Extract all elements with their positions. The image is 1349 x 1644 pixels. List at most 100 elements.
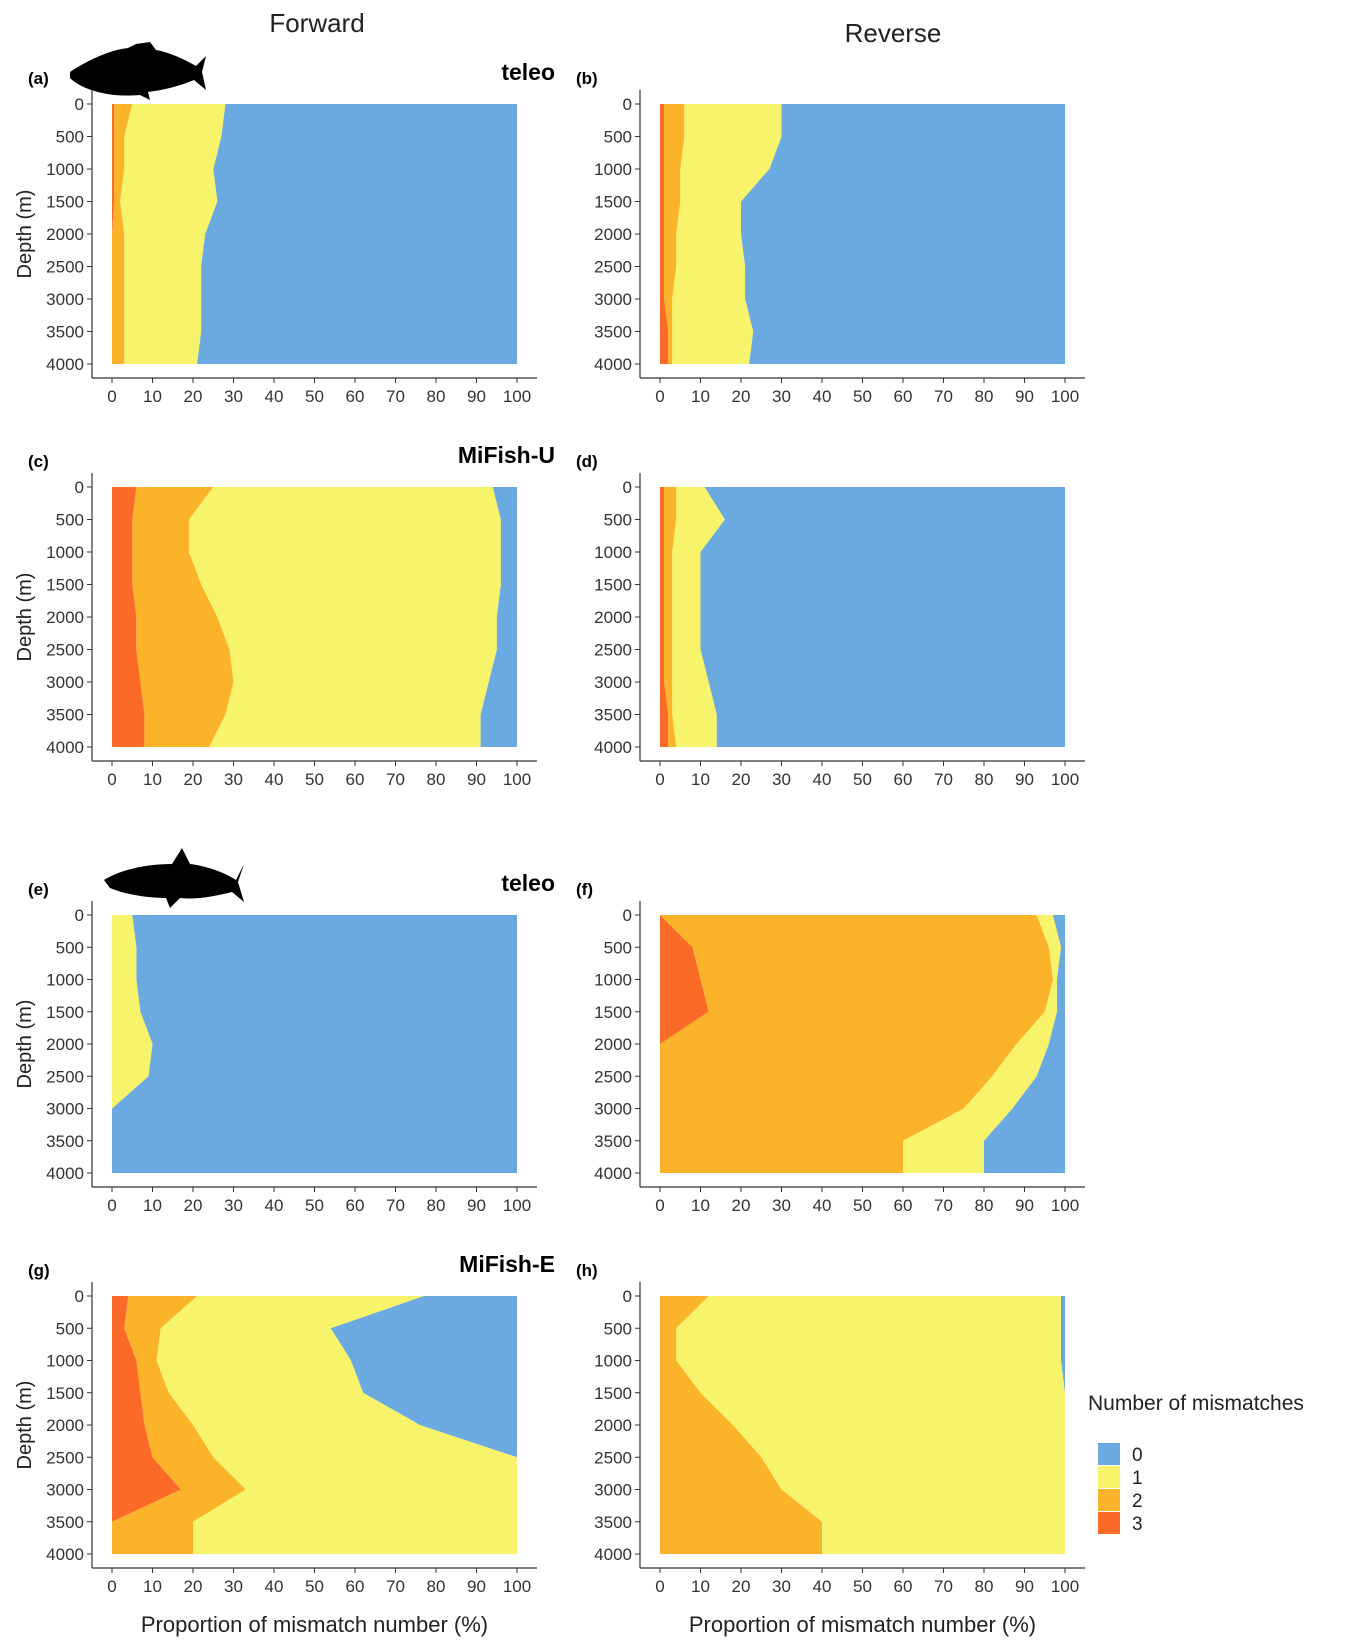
x-tick-label: 10 [143, 770, 162, 789]
legend-swatch [1098, 1512, 1120, 1534]
x-tick-label: 70 [934, 1196, 953, 1215]
y-tick-label: 2500 [594, 1448, 632, 1467]
legend-title: Number of mismatches [1088, 1392, 1304, 1415]
x-tick-label: 0 [107, 387, 116, 406]
y-tick-label: 3000 [594, 1481, 632, 1500]
panel-b: 0 500 1000 1500 2000 2500 3000 3500 4000 0 10 20 30 4… [576, 69, 1085, 406]
y-tick-label: 2500 [594, 258, 632, 277]
y-tick-label: 0 [623, 1287, 632, 1306]
x-tick-label: 40 [265, 1577, 284, 1596]
mismatch-2-area [112, 1296, 246, 1554]
x-tick-label: 50 [853, 1196, 872, 1215]
y-axis-label: Depth (m) [14, 1000, 36, 1089]
x-tick-label: 20 [184, 387, 203, 406]
x-tick-label: 30 [772, 1196, 791, 1215]
x-tick-label: 50 [305, 1196, 324, 1215]
x-tick-label: 30 [224, 1196, 243, 1215]
x-tick-label: 30 [224, 1577, 243, 1596]
y-tick-label: 3000 [594, 290, 632, 309]
primer-label: MiFish-E [459, 1251, 555, 1277]
x-tick-label: 80 [975, 1196, 994, 1215]
mismatch-1-area [112, 915, 153, 1173]
x-tick-label: 90 [467, 1196, 486, 1215]
mismatch-0-area [330, 1296, 517, 1554]
x-tick-label: 60 [894, 770, 913, 789]
y-tick-label: 4000 [594, 1164, 632, 1183]
y-tick-label: 3000 [46, 1100, 84, 1119]
panel-letter: (h) [576, 1261, 598, 1280]
legend-label: 1 [1132, 1468, 1143, 1489]
x-tick-label: 60 [346, 387, 365, 406]
x-tick-label: 80 [427, 770, 446, 789]
x-tick-label: 70 [386, 770, 405, 789]
x-tick-label: 0 [655, 770, 664, 789]
x-tick-label: 10 [691, 1577, 710, 1596]
x-tick-label: 70 [934, 1577, 953, 1596]
x-tick-label: 100 [1051, 387, 1079, 406]
x-tick-label: 60 [894, 1577, 913, 1596]
y-tick-label: 3500 [46, 1513, 84, 1532]
x-tick-label: 100 [1051, 1196, 1079, 1215]
y-tick-label: 4000 [46, 738, 84, 757]
y-tick-label: 2000 [46, 1035, 84, 1054]
x-tick-label: 60 [346, 770, 365, 789]
y-tick-label: 1500 [594, 1003, 632, 1022]
y-tick-label: 3500 [594, 1132, 632, 1151]
x-tick-label: 30 [772, 770, 791, 789]
y-tick-label: 500 [604, 1319, 632, 1338]
x-tick-label: 80 [427, 1196, 446, 1215]
legend-label: 3 [1132, 1514, 1143, 1535]
x-tick-label: 20 [184, 1196, 203, 1215]
legend-label: 2 [1132, 1491, 1143, 1512]
column-title-forward: Forward [269, 8, 364, 38]
y-tick-label: 2000 [46, 225, 84, 244]
mismatch-2-area [664, 104, 685, 364]
mismatch-3-area [112, 1296, 181, 1554]
y-tick-label: 0 [75, 95, 84, 114]
x-tick-label: 50 [853, 1577, 872, 1596]
y-tick-label: 1500 [594, 1384, 632, 1403]
y-axis-label: Depth (m) [14, 573, 36, 662]
y-tick-label: 2500 [46, 258, 84, 277]
x-tick-label: 80 [975, 770, 994, 789]
x-axis-label: Proportion of mismatch number (%) [141, 1612, 488, 1637]
y-tick-label: 4000 [46, 355, 84, 374]
x-tick-label: 0 [107, 1577, 116, 1596]
mismatch-1-area [120, 104, 226, 364]
y-tick-label: 2000 [46, 608, 84, 627]
x-tick-label: 20 [732, 1577, 751, 1596]
x-tick-label: 40 [265, 387, 284, 406]
y-tick-label: 3500 [46, 1132, 84, 1151]
y-tick-label: 1500 [594, 193, 632, 212]
legend-swatch [1098, 1443, 1120, 1465]
mismatch-0-area [741, 104, 1065, 364]
x-tick-label: 60 [346, 1577, 365, 1596]
mismatch-3-area [660, 104, 669, 364]
panel-letter: (f) [576, 880, 593, 899]
panel-f: 0 500 1000 1500 2000 2500 3000 3500 4000 0 10 20 30 4… [576, 880, 1085, 1215]
x-tick-label: 20 [732, 770, 751, 789]
x-tick-label: 50 [305, 770, 324, 789]
x-tick-label: 100 [503, 770, 531, 789]
y-tick-label: 3500 [594, 1513, 632, 1532]
x-tick-label: 0 [655, 1577, 664, 1596]
y-tick-label: 1000 [46, 1352, 84, 1371]
y-tick-label: 2500 [594, 641, 632, 660]
y-axis-label: Depth (m) [14, 190, 36, 279]
y-tick-label: 4000 [594, 738, 632, 757]
x-tick-label: 60 [894, 387, 913, 406]
x-tick-label: 50 [305, 387, 324, 406]
x-tick-label: 90 [1015, 387, 1034, 406]
x-tick-label: 80 [427, 1577, 446, 1596]
legend-label: 0 [1132, 1445, 1143, 1466]
y-tick-label: 1500 [46, 576, 84, 595]
x-tick-label: 90 [1015, 1196, 1034, 1215]
x-tick-label: 100 [503, 1577, 531, 1596]
mismatch-1-area [903, 915, 1061, 1173]
x-tick-label: 80 [975, 1577, 994, 1596]
y-tick-label: 0 [623, 95, 632, 114]
x-tick-label: 10 [691, 770, 710, 789]
y-tick-label: 3000 [594, 1100, 632, 1119]
